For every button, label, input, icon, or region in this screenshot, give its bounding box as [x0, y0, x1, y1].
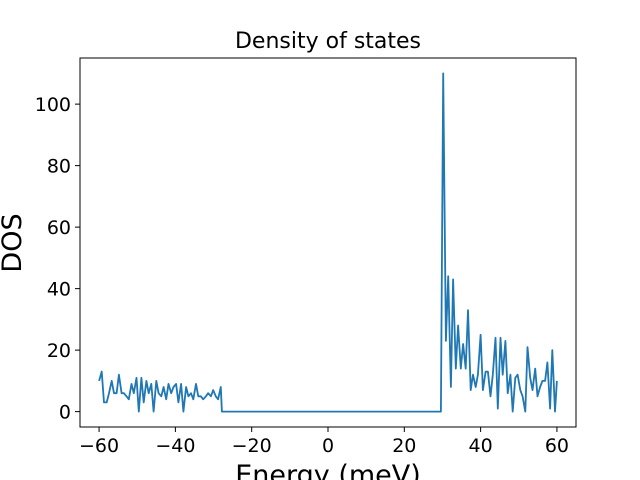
x-tick-label: −40 [155, 435, 195, 457]
plot-frame [79, 57, 577, 428]
x-tick-label: 60 [545, 435, 569, 457]
y-tick-label: 100 [35, 94, 71, 116]
y-tick-label: 60 [47, 217, 71, 239]
x-axis-label: Energy (meV) [235, 460, 421, 480]
y-tick-label: 20 [47, 340, 71, 362]
dos-series-line [98, 72, 558, 413]
x-tick-label: 20 [392, 435, 416, 457]
x-tick-label: −60 [79, 435, 119, 457]
y-tick-label: 0 [59, 402, 71, 424]
chart-title: Density of states [235, 29, 421, 54]
x-tick-label: 40 [469, 435, 493, 457]
y-axis-label: DOS [0, 213, 28, 272]
x-tick-label: −20 [232, 435, 272, 457]
axis-ticks: −60 −40 −20 0 20 40 60 0 20 40 60 80 100 [35, 94, 569, 457]
x-tick-label: 0 [322, 435, 334, 457]
y-tick-label: 40 [47, 279, 71, 301]
y-tick-label: 80 [47, 156, 71, 178]
